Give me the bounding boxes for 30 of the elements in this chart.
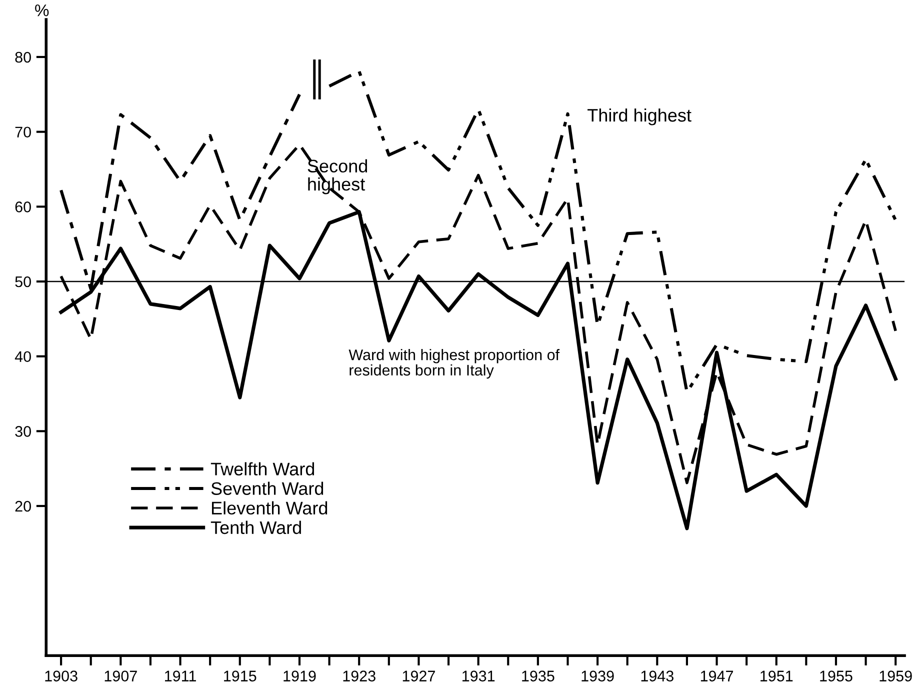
legend-label: Twelfth Ward [210,462,314,476]
legend-label: Tenth Ward [210,520,301,534]
y-tick-label: 80 [15,52,31,63]
x-tick-label: 1927 [402,670,435,682]
annotation: Ward with highest proportion of residents born in Italy [348,349,560,379]
x-tick-label: 1919 [284,670,316,682]
x-tick-label: 1923 [343,670,376,682]
y-tick-label: 40 [14,351,31,362]
y-tick-label: 60 [15,202,31,212]
annotation: Third highest [588,108,692,126]
legend-label: Seventh Ward [211,482,324,495]
x-tick-label: 1903 [45,670,78,682]
x-tick-label: 1931 [462,670,495,682]
annotation: Second highest [308,159,368,194]
x-tick-label: 1951 [760,670,793,682]
x-tick-label: 1955 [820,670,852,682]
legend-label: Eleventh Ward [212,501,328,515]
y-tick-label: 50 [15,276,31,288]
x-tick-label: 1947 [700,670,733,682]
y-tick-label: 30 [15,426,31,437]
y-axis-title: % [35,4,49,16]
x-tick-label: 1935 [522,670,554,682]
y-tick-label: 20 [15,500,31,512]
x-tick-label: 1907 [104,670,137,682]
x-tick-label: 1911 [165,670,196,682]
x-tick-label: 1943 [641,670,674,682]
x-tick-label: 1939 [582,670,614,682]
y-tick-label: 70 [15,126,31,138]
x-tick-label: 1915 [224,670,256,682]
x-tick-label: 1959 [880,670,912,682]
